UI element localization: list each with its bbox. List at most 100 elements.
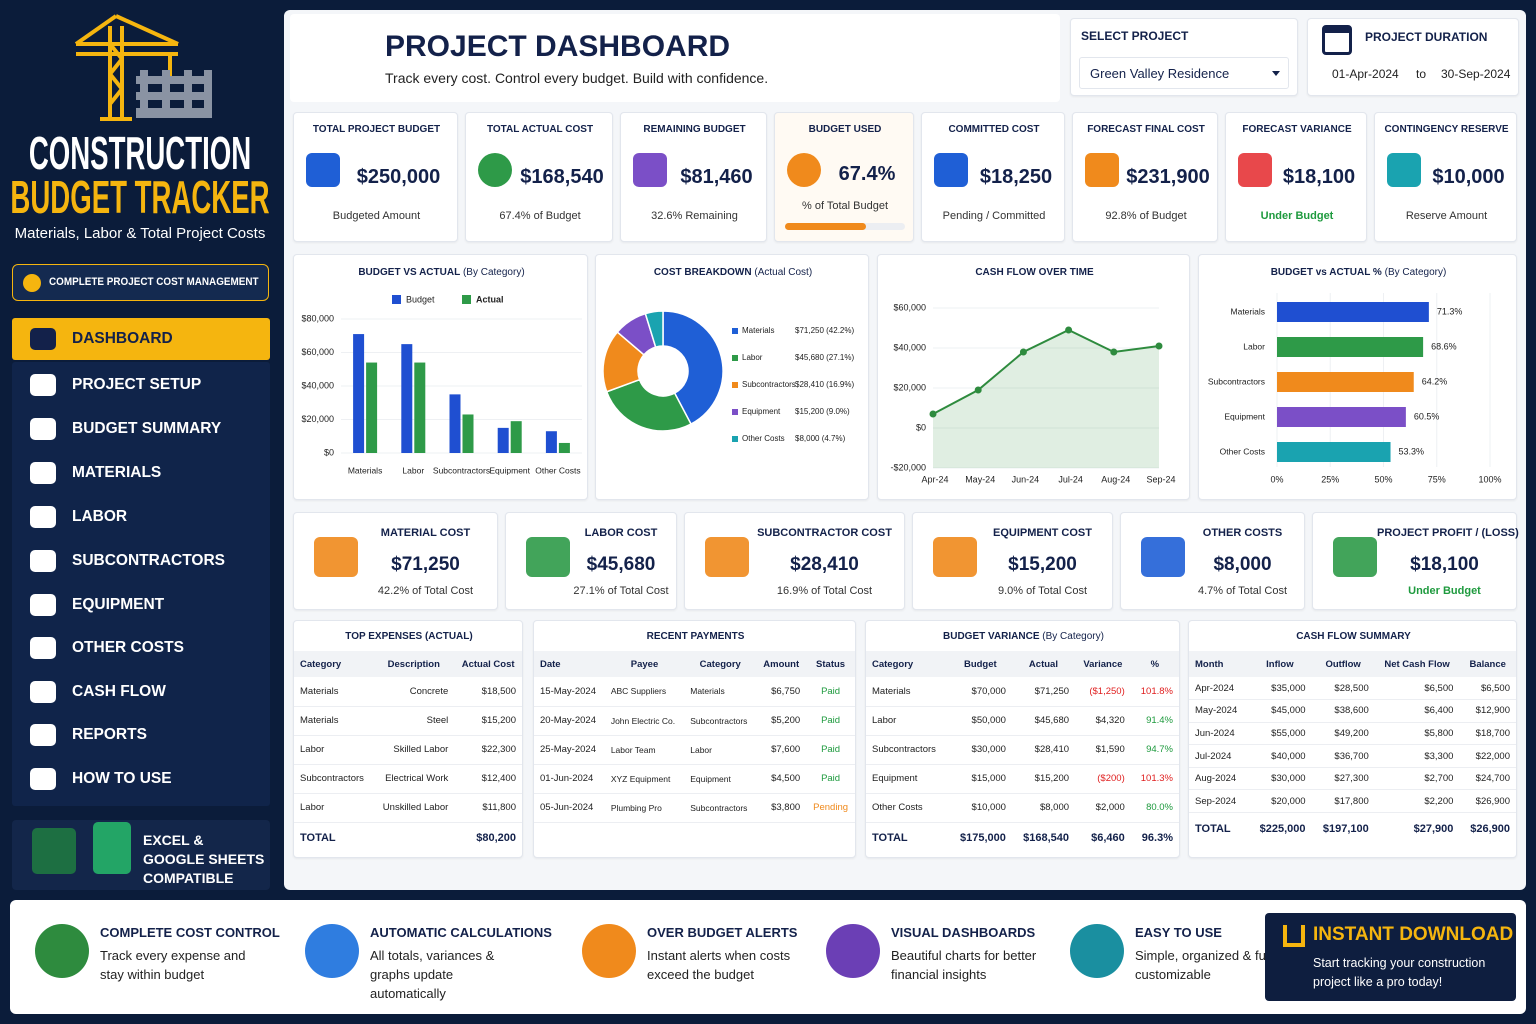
- table-cell: $6,500: [1424, 682, 1454, 694]
- kpi-value: $250,000: [356, 166, 441, 188]
- feature-text: Simple, organized & fully customizable: [1135, 948, 1279, 982]
- value-label: 53.3%: [1399, 446, 1425, 456]
- project-select[interactable]: Green Valley Residence: [1079, 57, 1289, 89]
- column-header: Actual Cost: [461, 658, 515, 670]
- table-cell: $22,000: [1475, 750, 1510, 762]
- nav-label: BUDGET SUMMARY: [72, 420, 222, 437]
- bar: [462, 414, 474, 453]
- kpi-card: BUDGET USED 67.4% % of Total Budget: [774, 112, 914, 242]
- column-header: Category: [699, 658, 741, 670]
- table-row: Jun-2024 $55,000 $49,200 $5,800 $18,700: [1189, 722, 1516, 745]
- table-cell: Sep-2024: [1195, 795, 1237, 807]
- feature-icon: [305, 924, 359, 978]
- nav-item[interactable]: PROJECT SETUP: [12, 364, 270, 406]
- bar: [1277, 302, 1429, 322]
- brand-title: BUDGET TRACKER: [10, 171, 270, 223]
- nav-item[interactable]: SUBCONTRACTORS: [12, 540, 270, 582]
- title-main: CASH FLOW OVER TIME: [975, 267, 1094, 278]
- data-table: Category Description Actual Cost Materials C…: [294, 651, 522, 854]
- cta[interactable]: INSTANT DOWNLOAD Start tracking your cons…: [1265, 913, 1516, 1001]
- cost-label: MATERIAL COST: [380, 527, 471, 539]
- cost-icon: [314, 537, 358, 577]
- column-header: Actual: [1028, 658, 1058, 670]
- cost-value: $15,200: [1008, 554, 1077, 575]
- table-row: Other Costs $10,000 $8,000 $2,000 80.0%: [866, 793, 1179, 822]
- y-tick-label: $60,000: [301, 347, 334, 357]
- chart: 0% 25% 50% 75% 100% Materials 71.3% Labor 68.6% S…: [1208, 293, 1502, 484]
- table-cell: Labor: [300, 744, 325, 755]
- cost-card: MATERIAL COST $71,250 42.2% of Total Cost: [293, 512, 498, 610]
- table-cell: Subcontractors: [300, 773, 364, 784]
- table-cell: $45,680: [1034, 715, 1070, 726]
- cost-note: 16.9% of Total Cost: [776, 585, 873, 597]
- cost-note: Under Budget: [1408, 585, 1481, 597]
- table-cell: ABC Suppliers: [610, 686, 667, 697]
- chart-card: CASH FLOW OVER TIME -$20,000 $0 $20,000 $40,…: [877, 254, 1190, 500]
- table-cell: Labor: [690, 744, 712, 755]
- nav-item[interactable]: CASH FLOW: [12, 671, 270, 713]
- cta-text: Start tracking your construction project…: [1313, 956, 1486, 989]
- title-suffix: (By Category): [1042, 631, 1104, 642]
- donut-slice: [662, 310, 724, 426]
- cost-label: EQUIPMENT COST: [992, 527, 1092, 539]
- table-cell: John Electric Co.: [610, 715, 676, 726]
- kpi-value: $81,460: [680, 166, 753, 188]
- nav-item[interactable]: BUDGET SUMMARY: [12, 408, 270, 450]
- nav-icon: [30, 462, 56, 484]
- nav-icon: [30, 550, 56, 572]
- bar: [1277, 337, 1424, 357]
- brand-title: CONSTRUCTION: [28, 127, 252, 179]
- kpi-note: 32.6% Remaining: [651, 210, 738, 222]
- column-header: Date: [540, 658, 561, 670]
- nav-icon: [30, 418, 56, 440]
- cost-value: $8,000: [1213, 554, 1272, 575]
- column-header: Category: [872, 658, 914, 670]
- bar: [1277, 407, 1406, 427]
- cta-title: INSTANT DOWNLOAD: [1313, 924, 1514, 945]
- compat-text: GOOGLE SHEETS: [143, 851, 265, 867]
- nav-item[interactable]: DASHBOARD: [12, 318, 270, 360]
- header-row: Month Inflow Outflow Net Cash Flow Balance: [1189, 651, 1516, 677]
- table-cell: Materials: [300, 685, 339, 697]
- table-cell: $24,700: [1475, 773, 1510, 785]
- nav-icon: [30, 374, 56, 396]
- kpi-card: FORECAST FINAL COST $231,900 92.8% of Budg…: [1072, 112, 1218, 242]
- chart: $0 $20,000 $40,000 $60,000 $80,000 Budget Actu…: [301, 294, 582, 475]
- nav-item[interactable]: REPORTS: [12, 714, 270, 756]
- table-row: Subcontractors Electrical Work $12,400: [294, 764, 522, 793]
- nav-item[interactable]: EQUIPMENT: [12, 584, 270, 626]
- chart-card: BUDGET vs ACTUAL % (By Category) 0% 25% 50%…: [1198, 254, 1517, 500]
- dropdown-arrow: [1272, 71, 1280, 76]
- value-label: $8,000 (4.7%): [795, 434, 846, 443]
- table-cell: $2,700: [1424, 773, 1454, 785]
- table-cell: $26,900: [1475, 795, 1510, 807]
- feature-title: COMPLETE COST CONTROL: [100, 925, 280, 940]
- point: [974, 386, 982, 394]
- nav-item[interactable]: OTHER COSTS: [12, 627, 270, 669]
- legend-label: Budget: [406, 294, 435, 304]
- kpi-value: 67.4%: [838, 163, 896, 185]
- x-tick-label: May-24: [965, 474, 995, 484]
- download-icon: [1283, 925, 1305, 947]
- table-cell: $5,200: [771, 715, 801, 726]
- nav-icon: [30, 724, 56, 746]
- nav-label: MATERIALS: [72, 464, 162, 481]
- table-cell: $12,900: [1475, 705, 1510, 717]
- table-cell: $6,500: [1480, 682, 1510, 694]
- page-title: PROJECT DASHBOARD: [385, 30, 731, 63]
- kpi-label: BUDGET USED: [808, 124, 882, 135]
- kpi-label: CONTINGENCY RESERVE: [1384, 124, 1509, 135]
- duration-label: PROJECT DURATION: [1365, 30, 1488, 44]
- header-row: Category Description Actual Cost: [294, 651, 522, 677]
- total-cell: 96.3%: [1141, 832, 1173, 845]
- bar: [449, 394, 461, 453]
- table-cell: $11,800: [482, 802, 516, 813]
- table-row: 01-Jun-2024 XYZ Equipment Equipment $4,500 P…: [534, 764, 855, 793]
- table-row: Jul-2024 $40,000 $36,700 $3,300 $22,000: [1189, 745, 1516, 768]
- title-main: RECENT PAYMENTS: [646, 631, 745, 642]
- table-cell: Concrete: [409, 685, 449, 697]
- card-title: BUDGET VARIANCE (By Category): [866, 631, 1181, 642]
- nav-item[interactable]: LABOR: [12, 496, 270, 538]
- nav-item[interactable]: HOW TO USE: [12, 758, 270, 800]
- nav-item[interactable]: MATERIALS: [12, 452, 270, 494]
